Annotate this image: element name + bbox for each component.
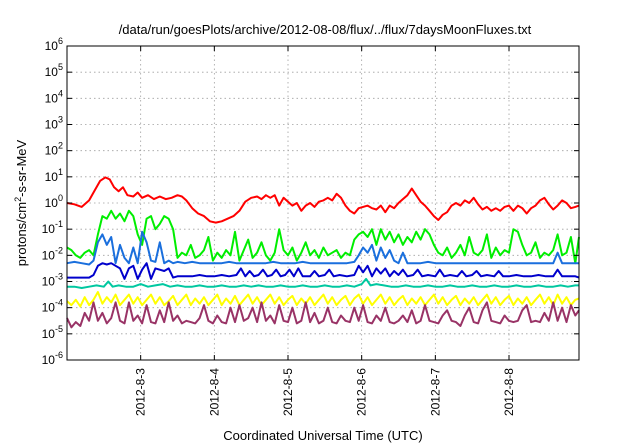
- y-tick-label: 100: [45, 193, 63, 210]
- series-line-6: [66, 291, 580, 308]
- y-tick-label: 103: [45, 115, 63, 132]
- y-tick-label: 101: [45, 167, 63, 184]
- chart-title: /data/run/goesPlots/archive/2012-08-08/f…: [119, 22, 532, 37]
- x-tick-labels: 2012-8-3 2012-8-4 2012-8-5 2012-8-6 2012-8-7…: [134, 368, 516, 416]
- series-line-2: [66, 209, 580, 265]
- series-line-5: [67, 277, 579, 289]
- series-line-4: [67, 262, 580, 280]
- x-tick-label: 2012-8-4: [207, 368, 221, 416]
- y-tick-label: 106: [45, 36, 63, 53]
- y-tick-label: 10-1: [42, 219, 63, 236]
- y-tick-label: 10-6: [42, 350, 63, 367]
- x-tick-label: 2012-8-7: [428, 368, 442, 416]
- series-line-7: [66, 301, 580, 329]
- x-tick-label: 2012-8-3: [134, 368, 148, 416]
- y-tick-label: 105: [45, 62, 63, 79]
- series-layer: [66, 176, 580, 329]
- y-tick-label: 10-3: [42, 272, 63, 289]
- y-tick-label: 102: [45, 141, 63, 158]
- y-tick-label: 10-2: [42, 245, 63, 262]
- y-tick-labels: 10-6 10-5 10-4 10-3 10-2 10-1 100 101 102 103 104 1…: [42, 36, 63, 367]
- series-line-3: [66, 230, 579, 266]
- x-tick-label: 2012-8-5: [281, 368, 295, 416]
- ticks: [67, 45, 579, 361]
- x-axis-label: Coordinated Universal Time (UTC): [223, 428, 422, 443]
- y-tick-label: 10-4: [42, 298, 63, 315]
- y-axis-label: protons/cm2-s-sr-MeV: [13, 139, 29, 266]
- x-tick-label: 2012-8-6: [355, 368, 369, 416]
- x-tick-label: 2012-8-8: [502, 368, 516, 416]
- y-tick-label: 10-5: [42, 324, 63, 341]
- series-line-1: [66, 176, 580, 224]
- y-tick-label: 104: [45, 88, 63, 105]
